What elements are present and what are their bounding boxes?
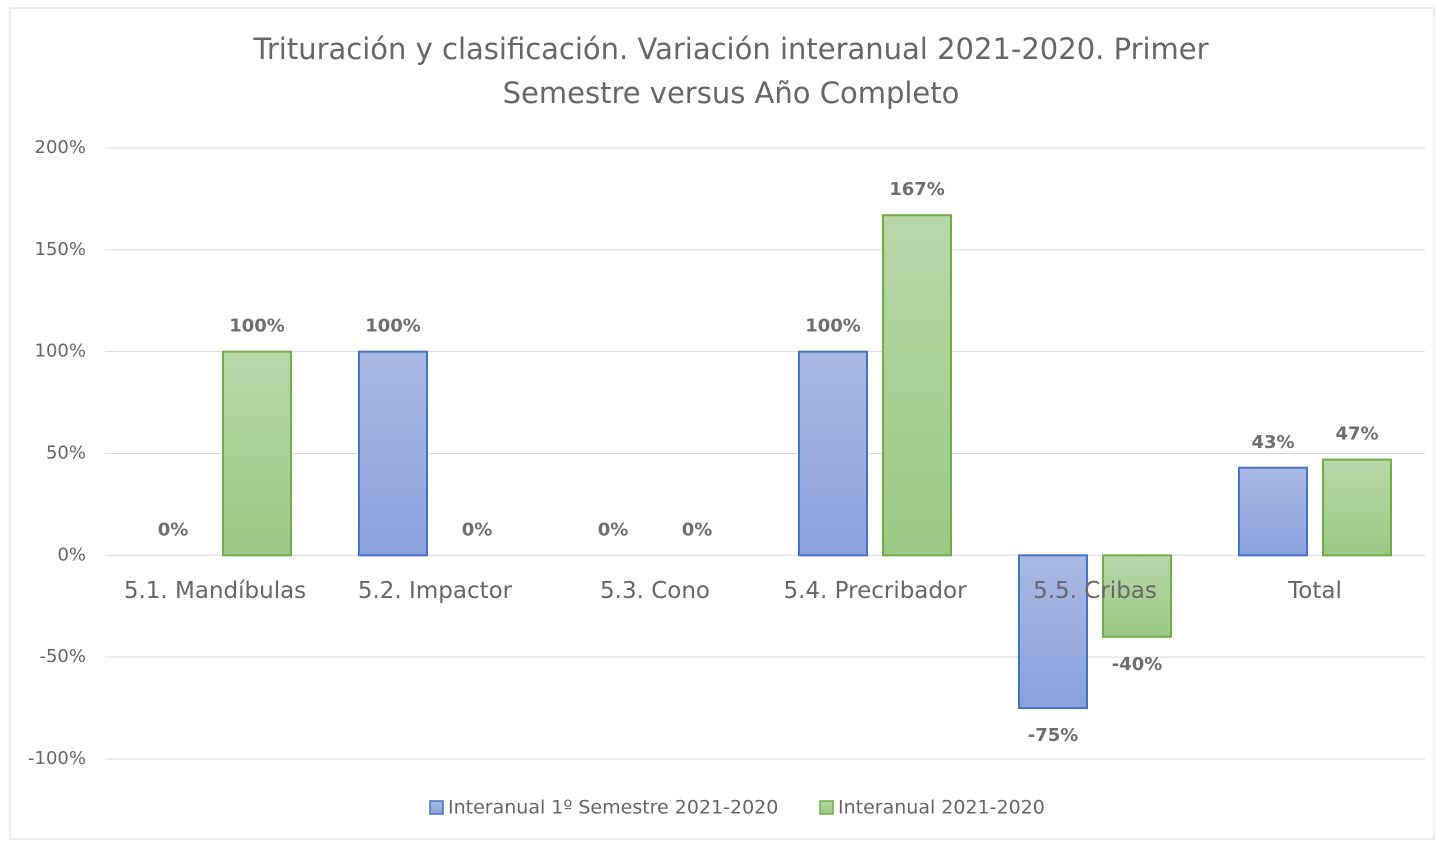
x-tick-label: 5.1. Mandíbulas bbox=[124, 578, 306, 604]
y-tick-label: 100% bbox=[35, 341, 86, 362]
bar bbox=[1238, 466, 1308, 557]
data-label: -75% bbox=[1028, 725, 1079, 746]
y-tick-label: -50% bbox=[39, 646, 86, 667]
y-tick-label: 50% bbox=[46, 443, 86, 464]
data-label: 0% bbox=[598, 519, 629, 540]
legend-swatch bbox=[429, 800, 444, 815]
x-tick-label: Total bbox=[1287, 578, 1342, 604]
chart-title: Trituración y clasificación. Variación i… bbox=[252, 32, 1208, 66]
data-label: 100% bbox=[229, 316, 285, 337]
bar bbox=[798, 350, 868, 557]
data-label: 0% bbox=[462, 519, 493, 540]
x-tick-label: 5.4. Precribador bbox=[783, 578, 967, 604]
data-label: 100% bbox=[805, 316, 861, 337]
legend-swatch bbox=[819, 800, 834, 815]
data-label: 0% bbox=[158, 519, 189, 540]
data-label: 167% bbox=[889, 179, 945, 200]
x-tick-label: 5.5. Cribas bbox=[1033, 578, 1157, 604]
legend-label: Interanual 2021-2020 bbox=[838, 797, 1045, 819]
bar bbox=[1102, 554, 1172, 638]
bar bbox=[358, 350, 428, 557]
data-label: 47% bbox=[1335, 424, 1378, 445]
bar bbox=[222, 350, 292, 557]
y-tick-label: 0% bbox=[57, 544, 86, 565]
data-label: -40% bbox=[1112, 654, 1163, 675]
x-tick-label: 5.3. Cono bbox=[600, 578, 710, 604]
bar bbox=[1018, 554, 1088, 710]
data-label: 0% bbox=[682, 519, 713, 540]
x-tick-label: 5.2. Impactor bbox=[358, 578, 513, 604]
data-label: 100% bbox=[365, 316, 421, 337]
legend-label: Interanual 1º Semestre 2021-2020 bbox=[448, 797, 778, 819]
bar bbox=[1322, 458, 1392, 557]
y-tick-label: 150% bbox=[35, 239, 86, 260]
bar bbox=[882, 214, 952, 557]
y-tick-label: 200% bbox=[35, 137, 86, 158]
data-label: 43% bbox=[1251, 432, 1294, 453]
chart-subtitle: Semestre versus Año Completo bbox=[503, 76, 960, 110]
y-tick-label: -100% bbox=[28, 748, 86, 769]
